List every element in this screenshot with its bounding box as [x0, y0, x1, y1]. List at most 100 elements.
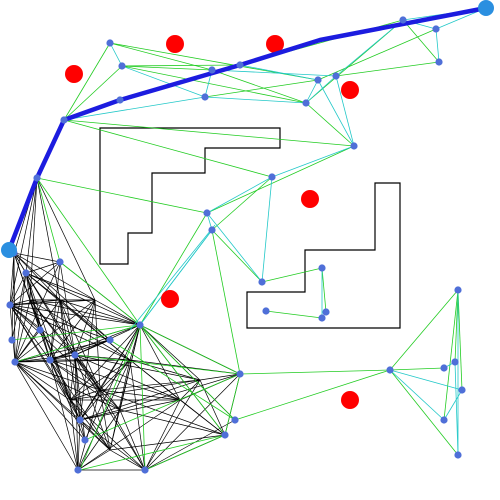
- roadmap-edge: [13, 252, 61, 301]
- roadmap-edge: [49, 299, 61, 361]
- roadmap-edge: [69, 389, 101, 401]
- roadmap-edge: [204, 96, 307, 104]
- roadmap-edge: [139, 324, 236, 421]
- obstacle-stair-shape: [99, 127, 281, 265]
- roadmap-edge: [29, 299, 131, 361]
- roadmap-edge: [239, 64, 319, 81]
- hazard-circle: [161, 290, 179, 308]
- roadmap-edge: [211, 229, 241, 375]
- roadmap-node: [440, 364, 448, 372]
- roadmap-node: [451, 358, 459, 366]
- roadmap-edge: [9, 299, 96, 306]
- roadmap-edge: [139, 324, 241, 375]
- roadmap-node: [208, 66, 216, 74]
- roadmap-edge: [119, 373, 241, 411]
- roadmap-edge: [9, 304, 111, 341]
- roadmap-node: [322, 308, 330, 316]
- roadmap-node: [81, 436, 89, 444]
- roadmap-edge: [13, 252, 16, 363]
- roadmap-edge: [49, 261, 61, 361]
- roadmap-edge: [119, 409, 146, 471]
- roadmap-edge: [224, 373, 241, 436]
- roadmap-edge: [9, 304, 81, 421]
- roadmap-edge: [11, 324, 141, 341]
- roadmap-edge: [239, 369, 391, 375]
- obstacle-hook-shape: [246, 182, 401, 329]
- roadmap-edge: [49, 359, 71, 401]
- roadmap-edge: [59, 261, 141, 326]
- roadmap-edge: [25, 272, 31, 301]
- roadmap-edge: [129, 224, 216, 331]
- roadmap-edge: [443, 389, 463, 421]
- roadmap-edge: [14, 261, 61, 363]
- roadmap-edge: [335, 19, 404, 77]
- hazard-circle: [341, 391, 359, 409]
- roadmap-edge: [99, 389, 181, 401]
- roadmap-edge: [119, 409, 226, 436]
- roadmap-edge: [69, 359, 131, 401]
- roadmap-edge: [454, 289, 459, 363]
- roadmap-edge: [99, 389, 226, 436]
- roadmap-edge: [9, 304, 51, 361]
- roadmap-node: [332, 72, 340, 80]
- hazard-circle: [341, 81, 359, 99]
- roadmap-node: [318, 314, 326, 322]
- roadmap-edge: [271, 145, 355, 178]
- roadmap-edge: [49, 359, 79, 471]
- roadmap-edge: [79, 434, 226, 471]
- roadmap-edge: [14, 354, 76, 363]
- roadmap-edge: [139, 229, 213, 326]
- roadmap-node: [432, 25, 440, 33]
- roadmap-edge: [317, 28, 437, 81]
- roadmap-edge: [389, 369, 445, 421]
- roadmap-node: [22, 269, 30, 277]
- roadmap-edge: [305, 75, 337, 104]
- roadmap-edge: [454, 361, 459, 456]
- roadmap-edge: [69, 324, 141, 401]
- roadmap-edge: [14, 324, 141, 363]
- roadmap-node: [440, 416, 448, 424]
- roadmap-node: [208, 226, 216, 234]
- roadmap-edge: [144, 373, 241, 471]
- roadmap-edge: [261, 176, 273, 283]
- roadmap-edge: [36, 177, 141, 326]
- roadmap-edge: [129, 359, 146, 471]
- roadmap-edge: [79, 419, 146, 471]
- roadmap-edge: [14, 361, 79, 471]
- roadmap-edge: [84, 324, 141, 441]
- roadmap-edge: [69, 354, 76, 401]
- roadmap-node: [350, 142, 358, 150]
- hazard-circle: [266, 35, 284, 53]
- roadmap-edge: [94, 299, 101, 391]
- roadmap-node: [221, 431, 229, 439]
- roadmap-edge: [49, 299, 96, 361]
- roadmap-edge: [59, 299, 101, 391]
- roadmap-edge: [25, 272, 96, 301]
- roadmap-edge: [121, 65, 206, 98]
- roadmap-edge: [206, 212, 263, 283]
- roadmap-node: [60, 116, 68, 124]
- roadmap-edge: [234, 369, 391, 421]
- roadmap-nodes: [6, 16, 466, 474]
- roadmap-node: [76, 416, 84, 424]
- roadmap-edge: [9, 177, 38, 306]
- roadmap-edge: [63, 65, 123, 121]
- roadmap-node: [386, 366, 394, 374]
- roadmap-node: [258, 278, 266, 286]
- roadmap-edge: [69, 399, 79, 471]
- roadmap-edge: [139, 324, 146, 471]
- roadmap-edge: [36, 177, 61, 301]
- roadmap-edge: [109, 434, 226, 451]
- roadmap-edge: [139, 324, 201, 381]
- roadmap-edge: [36, 177, 208, 214]
- roadmap-node: [314, 76, 322, 84]
- roadmap-edge: [29, 299, 141, 326]
- roadmap-edge: [144, 399, 181, 471]
- roadmap-node: [141, 466, 149, 474]
- roadmap-edge: [29, 299, 101, 391]
- roadmap-edge: [139, 324, 226, 436]
- roadmap-edge: [77, 389, 101, 471]
- roadmap-edge: [49, 359, 181, 401]
- roadmap-edge: [69, 399, 81, 421]
- roadmap-node: [46, 356, 54, 364]
